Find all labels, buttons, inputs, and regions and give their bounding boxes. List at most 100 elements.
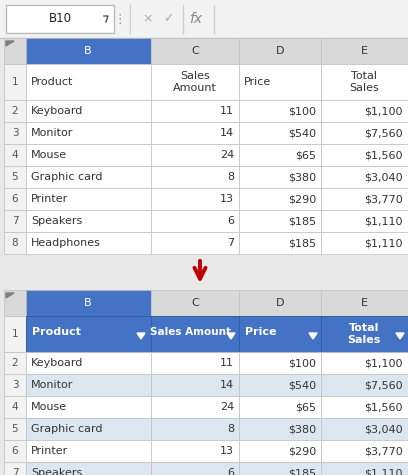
Text: 7: 7 — [12, 216, 18, 226]
Text: $290: $290 — [288, 194, 316, 204]
Bar — [151, 64, 239, 100]
Text: $1,110: $1,110 — [364, 216, 403, 226]
Bar — [321, 352, 408, 374]
Polygon shape — [227, 333, 235, 339]
Bar — [239, 462, 321, 475]
Bar — [4, 38, 26, 64]
Bar — [239, 122, 321, 144]
Bar — [4, 316, 26, 352]
Text: B10: B10 — [49, 12, 71, 26]
Bar — [151, 38, 239, 64]
Text: ⋮: ⋮ — [114, 12, 126, 26]
Bar — [0, 0, 408, 38]
Text: $185: $185 — [288, 468, 316, 475]
Text: C: C — [191, 298, 199, 308]
Bar — [4, 122, 26, 144]
Bar — [26, 100, 151, 122]
Bar — [4, 418, 26, 440]
Text: $1,110: $1,110 — [364, 468, 403, 475]
Bar — [239, 144, 321, 166]
Text: $7,560: $7,560 — [364, 380, 403, 390]
Bar — [321, 144, 408, 166]
Text: $1,560: $1,560 — [364, 150, 403, 160]
Text: 4: 4 — [12, 150, 18, 160]
Text: 14: 14 — [220, 380, 234, 390]
Text: $540: $540 — [288, 128, 316, 138]
Text: $1,100: $1,100 — [364, 358, 403, 368]
Bar — [26, 290, 151, 316]
Bar — [4, 396, 26, 418]
Text: 6: 6 — [12, 194, 18, 204]
Text: Monitor: Monitor — [31, 128, 73, 138]
Text: $380: $380 — [288, 172, 316, 182]
Bar — [239, 352, 321, 374]
Text: C: C — [191, 46, 199, 56]
Text: $3,040: $3,040 — [364, 172, 403, 182]
Text: $1,560: $1,560 — [364, 402, 403, 412]
Bar — [151, 144, 239, 166]
Text: Sales Amount: Sales Amount — [151, 327, 231, 337]
Text: $540: $540 — [288, 380, 316, 390]
Bar — [26, 38, 151, 64]
Bar — [239, 396, 321, 418]
Text: $3,770: $3,770 — [364, 446, 403, 456]
Polygon shape — [309, 333, 317, 339]
Text: Keyboard: Keyboard — [31, 358, 83, 368]
Bar — [4, 64, 26, 100]
Bar — [26, 352, 151, 374]
Bar — [26, 396, 151, 418]
Text: 11: 11 — [220, 358, 234, 368]
Text: Product: Product — [31, 77, 73, 87]
Polygon shape — [137, 333, 145, 339]
Bar — [239, 38, 321, 64]
Bar — [26, 316, 151, 352]
Bar — [239, 166, 321, 188]
Text: 1: 1 — [12, 77, 18, 87]
Bar — [4, 210, 26, 232]
Bar — [239, 100, 321, 122]
Text: D: D — [276, 298, 284, 308]
Text: 8: 8 — [227, 424, 234, 434]
Text: Sales: Sales — [180, 71, 210, 81]
Text: 8: 8 — [227, 172, 234, 182]
Text: $1,110: $1,110 — [364, 238, 403, 248]
Text: Amount: Amount — [173, 83, 217, 93]
Bar — [26, 122, 151, 144]
Bar — [131, 1, 271, 37]
Bar — [151, 316, 239, 352]
Bar — [321, 418, 408, 440]
Text: $7,560: $7,560 — [364, 128, 403, 138]
Bar — [26, 144, 151, 166]
Text: 13: 13 — [220, 446, 234, 456]
Text: $185: $185 — [288, 238, 316, 248]
Text: Speakers: Speakers — [31, 216, 82, 226]
Text: $3,040: $3,040 — [364, 424, 403, 434]
Text: 6: 6 — [227, 468, 234, 475]
Text: 7: 7 — [12, 468, 18, 475]
Text: Graphic card: Graphic card — [31, 172, 102, 182]
Bar — [151, 440, 239, 462]
Bar — [4, 352, 26, 374]
Text: Product: Product — [32, 327, 81, 337]
Text: 6: 6 — [12, 446, 18, 456]
Text: $185: $185 — [288, 216, 316, 226]
Text: Headphones: Headphones — [31, 238, 101, 248]
Text: 24: 24 — [220, 402, 234, 412]
Bar — [321, 188, 408, 210]
Bar — [321, 100, 408, 122]
Text: Sales: Sales — [347, 335, 381, 345]
Text: 11: 11 — [220, 106, 234, 116]
Text: $65: $65 — [295, 150, 316, 160]
Bar — [321, 290, 408, 316]
Text: Total: Total — [349, 323, 379, 333]
Bar — [239, 316, 321, 352]
Bar — [239, 210, 321, 232]
Text: 14: 14 — [220, 128, 234, 138]
Bar — [4, 232, 26, 254]
Bar — [321, 122, 408, 144]
Bar — [151, 352, 239, 374]
Bar — [151, 290, 239, 316]
Bar — [239, 418, 321, 440]
Text: $290: $290 — [288, 446, 316, 456]
Bar — [151, 100, 239, 122]
